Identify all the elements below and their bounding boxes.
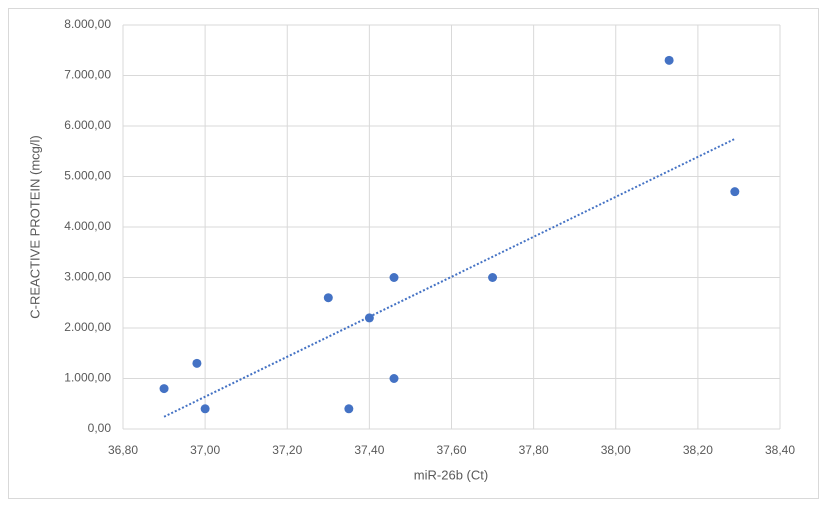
x-tick-label: 37,80 — [519, 443, 549, 457]
y-tick-label: 4.000,00 — [64, 219, 111, 233]
x-axis-title: miR-26b (Ct) — [414, 467, 488, 482]
point — [200, 404, 210, 414]
x-tick-label: 38,00 — [601, 443, 631, 457]
trendline — [163, 137, 736, 418]
y-tick-label: 6.000,00 — [64, 118, 111, 132]
y-tick-label: 7.000,00 — [64, 68, 111, 82]
point — [364, 313, 374, 323]
chart-frame — [8, 8, 819, 499]
x-tick-label: 37,20 — [272, 443, 302, 457]
point — [344, 404, 354, 414]
point — [664, 55, 674, 65]
x-tick-label: 38,40 — [765, 443, 795, 457]
y-tick-label: 1.000,00 — [64, 371, 111, 385]
y-axis-title: C-REACTIVE PROTEIN (mcg/l) — [27, 135, 42, 318]
y-tick-label: 5.000,00 — [64, 169, 111, 183]
point — [488, 273, 498, 282]
y-tick-label: 3.000,00 — [64, 270, 111, 284]
y-tick-label: 8.000,00 — [64, 17, 111, 31]
x-tick-label: 36,80 — [108, 443, 138, 457]
x-tick-label: 38,20 — [683, 443, 713, 457]
point — [159, 384, 169, 394]
y-tick-label: 0,00 — [88, 421, 112, 435]
y-tick-label: 2.000,00 — [64, 320, 111, 334]
point — [730, 187, 740, 197]
point — [323, 293, 333, 303]
x-tick-label: 37,40 — [354, 443, 384, 457]
point — [192, 358, 202, 368]
x-tick-label: 37,00 — [190, 443, 220, 457]
point — [389, 273, 399, 282]
x-tick-label: 37,60 — [436, 443, 466, 457]
point — [389, 374, 399, 383]
